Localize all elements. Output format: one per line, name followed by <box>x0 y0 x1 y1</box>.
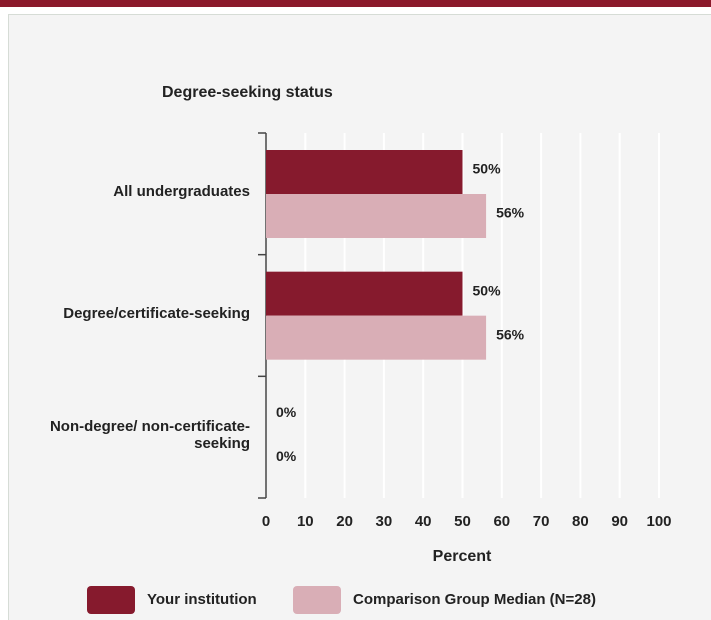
x-tick-label: 70 <box>533 513 550 530</box>
y-tick-label: All undergraduates <box>113 183 250 201</box>
x-tick-label: 90 <box>611 513 628 530</box>
x-tick-label: 80 <box>572 513 589 530</box>
x-tick-label: 40 <box>415 513 432 530</box>
x-tick-label: 30 <box>376 513 393 530</box>
legend-swatch <box>87 586 135 614</box>
chart-title: Degree-seeking status <box>162 84 333 101</box>
value-label: 56% <box>496 326 525 342</box>
x-tick-label: 10 <box>297 513 314 530</box>
top-bar <box>0 0 711 7</box>
y-tick-label: Degree/certificate-seeking <box>63 305 250 322</box>
x-axis-title: Percent <box>433 548 492 565</box>
x-tick-label: 0 <box>262 513 270 530</box>
x-tick-label: 50 <box>454 513 471 530</box>
bar <box>266 315 487 360</box>
x-tick-label: 60 <box>493 513 510 530</box>
value-label: 0% <box>276 448 297 464</box>
value-label: 50% <box>473 282 502 298</box>
x-tick-label: 20 <box>336 513 353 530</box>
bar <box>266 150 463 194</box>
legend-label: Comparison Group Median (N=28) <box>353 591 596 608</box>
x-tick-label: 100 <box>646 513 671 530</box>
value-label: 0% <box>276 404 297 420</box>
value-label: 50% <box>473 161 502 177</box>
value-label: 56% <box>496 205 525 221</box>
y-tick-label: Non-degree/ non-certificate-seeking <box>49 418 250 453</box>
legend-label: Your institution <box>147 591 257 608</box>
legend-swatch <box>293 586 341 614</box>
bar <box>266 271 463 316</box>
bar <box>266 194 487 238</box>
